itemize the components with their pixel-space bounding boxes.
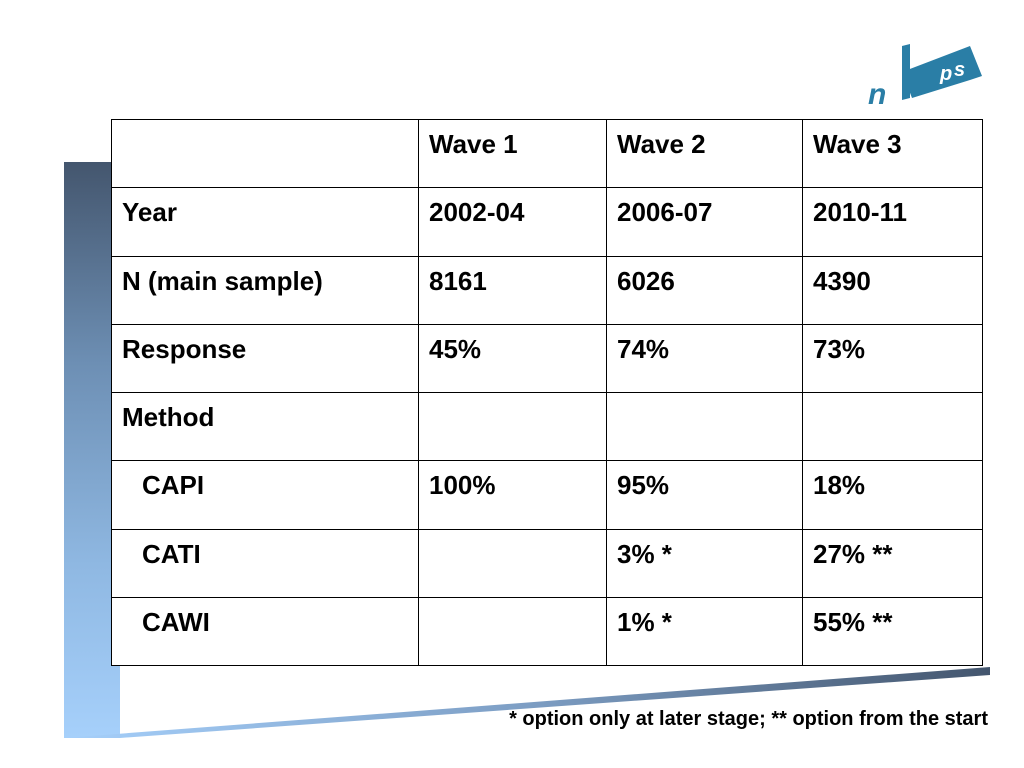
header-cell-empty — [111, 118, 419, 189]
cell-wave-3: 4390 — [802, 255, 983, 325]
table-row-cati: CATI 3% * 27% ** — [111, 528, 983, 598]
row-label: Response — [111, 323, 419, 394]
cell-wave-1 — [418, 391, 607, 462]
header-cell-wave-1: Wave 1 — [418, 118, 607, 189]
row-label: CATI — [111, 528, 419, 598]
table-footnote: * option only at later stage; ** option … — [509, 708, 988, 730]
cell-wave-3: 18% — [802, 460, 983, 530]
cell-wave-2: 2006-07 — [606, 187, 803, 257]
cell-wave-3: 27% ** — [802, 528, 983, 598]
header-cell-wave-2: Wave 2 — [606, 118, 803, 189]
logo-letter-p: p — [939, 63, 952, 85]
cell-wave-1: 45% — [418, 323, 607, 394]
cell-wave-3 — [802, 391, 983, 462]
logo-letter-n: n — [868, 78, 886, 108]
table-row-cawi: CAWI 1% * 55% ** — [111, 596, 983, 667]
row-label: CAPI — [111, 460, 419, 530]
cell-wave-3: 55% ** — [802, 596, 983, 667]
nkps-logo: n p s — [868, 44, 982, 108]
cell-wave-2: 6026 — [606, 255, 803, 325]
header-cell-wave-3: Wave 3 — [802, 118, 983, 189]
row-label: Year — [111, 187, 419, 257]
cell-wave-1: 100% — [418, 460, 607, 530]
survey-waves-table: Wave 1 Wave 2 Wave 3 Year 2002-04 2006-0… — [111, 118, 983, 667]
cell-wave-1: 8161 — [418, 255, 607, 325]
row-label: N (main sample) — [111, 255, 419, 325]
row-label: Method — [111, 391, 419, 462]
cell-wave-2: 74% — [606, 323, 803, 394]
row-label: CAWI — [111, 596, 419, 667]
cell-wave-1: 2002-04 — [418, 187, 607, 257]
cell-wave-2: 3% * — [606, 528, 803, 598]
cell-wave-2: 95% — [606, 460, 803, 530]
cell-wave-1 — [418, 596, 607, 667]
cell-wave-1 — [418, 528, 607, 598]
cell-wave-3: 73% — [802, 323, 983, 394]
table-row-method: Method — [111, 391, 983, 462]
cell-wave-3: 2010-11 — [802, 187, 983, 257]
table-row-response: Response 45% 74% 73% — [111, 323, 983, 394]
logo-letter-s: s — [954, 59, 965, 81]
table-row-year: Year 2002-04 2006-07 2010-11 — [111, 187, 983, 257]
table-row-capi: CAPI 100% 95% 18% — [111, 460, 983, 530]
table-header-row: Wave 1 Wave 2 Wave 3 — [111, 118, 983, 189]
decorative-side-bar — [64, 162, 120, 738]
cell-wave-2: 1% * — [606, 596, 803, 667]
cell-wave-2 — [606, 391, 803, 462]
table-row-n-main-sample: N (main sample) 8161 6026 4390 — [111, 255, 983, 325]
